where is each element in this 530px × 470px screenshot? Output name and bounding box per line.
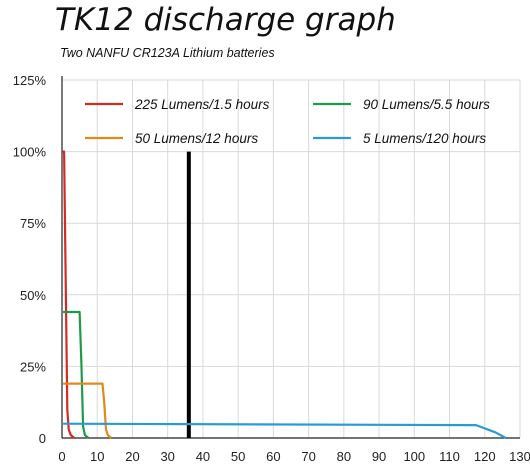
legend-label: 5 Lumens/120 hours [363,131,486,146]
legend-label: 90 Lumens/5.5 hours [363,97,490,112]
x-tick-label: 70 [301,449,315,464]
chart-subtitle: Two NANFU CR123A Lithium batteries [60,46,275,60]
y-tick-label: 75% [20,216,46,231]
series-line [62,150,76,439]
x-tick-label: 40 [196,449,210,464]
y-tick-label: 125% [13,73,47,88]
x-tick-label: 100 [403,449,425,464]
x-tick-label: 50 [231,449,245,464]
x-tick-label: 10 [90,449,104,464]
x-tick-label: 120 [474,449,496,464]
legend-label: 50 Lumens/12 hours [135,131,258,146]
x-tick-label: 20 [125,449,139,464]
x-tick-label: 0 [58,449,65,464]
x-tick-label: 110 [439,449,460,464]
chart-title: TK12 discharge graph [55,2,396,38]
y-tick-label: 50% [20,288,46,303]
y-tick-label: 0 [39,431,46,446]
series-line [63,382,113,439]
x-tick-label: 60 [266,449,280,464]
x-tick-label: 30 [160,449,174,464]
series-line [63,422,507,439]
y-tick-label: 100% [13,145,47,160]
series-line [63,310,90,439]
x-tick-label: 90 [372,449,386,464]
legend-label: 225 Lumens/1.5 hours [134,97,270,112]
x-tick-label: 80 [337,449,351,464]
y-tick-label: 25% [20,359,46,374]
x-tick-label: 130 [509,449,530,464]
